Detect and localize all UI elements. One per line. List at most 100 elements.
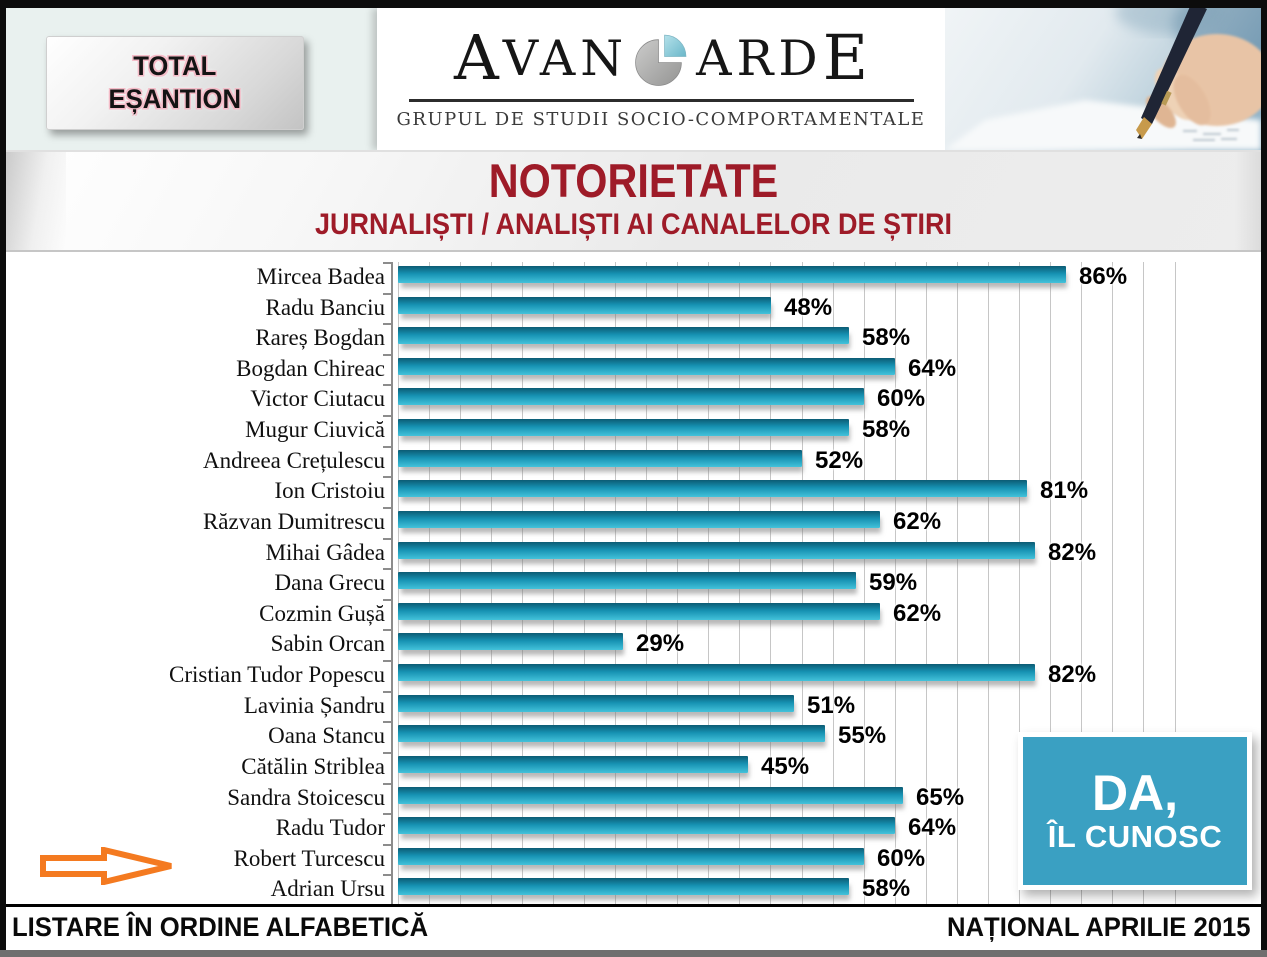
- chart-gridline: [1112, 262, 1114, 905]
- chart-gridline: [1174, 262, 1176, 905]
- axis-tick: [383, 843, 391, 846]
- total-sample-badge: TOTAL EȘANTION: [46, 36, 304, 130]
- category-label: Mihai Gâdea: [265, 539, 385, 565]
- bar: [398, 449, 802, 467]
- chart-gridline: [956, 262, 958, 905]
- frame-border-right: [1261, 0, 1267, 957]
- category-label: Andreea Crețulescu: [202, 447, 385, 473]
- value-label: 62%: [893, 507, 942, 535]
- category-label: Sandra Stoicescu: [227, 784, 385, 810]
- category-label: Cătălin Striblea: [241, 753, 385, 779]
- avangarde-logo: A VAN ARD E: [377, 26, 945, 90]
- axis-tick: [383, 782, 391, 785]
- footer-note-left: LISTARE ÎN ORDINE ALFABETICĂ: [12, 912, 429, 942]
- title-band: NOTORIETATE JURNALIȘTI / ANALIȘTI AI CAN…: [6, 150, 1261, 252]
- category-label: Cristian Tudor Popescu: [169, 662, 385, 688]
- value-label: 48%: [784, 293, 833, 321]
- bar: [398, 755, 748, 773]
- value-label: 62%: [893, 599, 942, 627]
- writing-hand-illustration: [945, 8, 1261, 150]
- writing-hand-photo: [945, 8, 1261, 150]
- logo-letters: ARD: [696, 29, 823, 87]
- bar: [398, 725, 825, 743]
- category-label: Răzvan Dumitrescu: [202, 508, 385, 534]
- value-label: 65%: [916, 783, 965, 811]
- axis-tick: [383, 476, 391, 479]
- bar: [398, 510, 880, 528]
- category-label: Cozmin Gușă: [259, 600, 385, 626]
- axis-tick: [383, 874, 391, 877]
- bar: [398, 786, 903, 804]
- category-label: Ion Cristoiu: [274, 478, 385, 504]
- axis-tick: [383, 660, 391, 663]
- pie-chart-logo-icon: [635, 34, 687, 86]
- category-label: Mircea Badea: [256, 264, 385, 289]
- category-label: Mugur Ciuvică: [245, 417, 385, 443]
- bar-chart: DA, ÎL CUNOSC Mircea Badea 86% Radu Banciu…: [0, 252, 1267, 908]
- logo-letter: A: [454, 21, 499, 94]
- category-label: Bogdan Chireac: [236, 355, 385, 381]
- axis-tick: [383, 568, 391, 571]
- chart-gridline: [988, 262, 990, 905]
- chart-gridline: [1143, 262, 1145, 905]
- value-label: 81%: [1040, 477, 1089, 505]
- chart-subtitle: JURNALIȘTI / ANALIȘTI AI CANALELOR DE ȘT…: [314, 208, 953, 242]
- bar: [398, 296, 771, 314]
- category-axis-line: [391, 262, 393, 906]
- value-label: 58%: [862, 875, 911, 903]
- axis-tick: [383, 537, 391, 540]
- frame-border-left: [0, 0, 6, 957]
- value-label: 60%: [877, 385, 926, 413]
- axis-tick: [383, 415, 391, 418]
- value-label: 64%: [908, 814, 957, 842]
- category-label: Lavinia Șandru: [243, 692, 385, 718]
- chart-gridline: [863, 262, 865, 905]
- axis-tick: [383, 384, 391, 387]
- footer: LISTARE ÎN ORDINE ALFABETICĂ NAȚIONAL AP…: [6, 904, 1261, 950]
- da-il-cunosc-annotation-box: DA, ÎL CUNOSC: [1018, 732, 1252, 890]
- axis-tick: [383, 323, 391, 326]
- category-label: Victor Ciutacu: [250, 386, 385, 412]
- frame-border-top: [0, 0, 1267, 8]
- axis-tick: [383, 721, 391, 724]
- chart-gridline: [1019, 262, 1021, 905]
- avangarde-logo-panel: A VAN ARD E: [377, 8, 945, 150]
- value-label: 45%: [761, 752, 810, 780]
- value-label: 58%: [862, 416, 911, 444]
- annotation-line-2: ÎL CUNOSC: [1047, 819, 1223, 855]
- bar: [398, 388, 864, 406]
- bottom-strip: [0, 950, 1267, 957]
- value-label: 55%: [838, 722, 887, 750]
- axis-tick: [383, 445, 391, 448]
- chart-gridline: [1050, 262, 1052, 905]
- header: TOTAL EȘANTION A VAN: [6, 8, 1261, 150]
- axis-tick: [383, 690, 391, 693]
- axis-tick: [383, 598, 391, 601]
- chart-gridline: [925, 262, 927, 905]
- value-label: 60%: [877, 844, 926, 872]
- bar: [398, 419, 849, 437]
- value-label: 59%: [869, 569, 918, 597]
- bar: [398, 847, 864, 865]
- axis-tick: [383, 353, 391, 356]
- value-label: 58%: [862, 324, 911, 352]
- bar: [398, 266, 1066, 283]
- footer-note-right: NAȚIONAL APRILIE 2015: [947, 912, 1251, 942]
- value-label: 82%: [1048, 538, 1097, 566]
- logo-letters: VAN: [502, 29, 629, 87]
- logo-tagline: GRUPUL DE STUDII SOCIO-COMPORTAMENTALE: [396, 109, 926, 130]
- bar: [398, 602, 880, 620]
- value-label: 51%: [807, 691, 856, 719]
- category-label: Dana Grecu: [274, 570, 385, 596]
- bar: [398, 480, 1027, 498]
- axis-tick: [383, 506, 391, 509]
- badge-line-1: TOTAL: [133, 51, 217, 82]
- bar: [398, 541, 1035, 559]
- bar: [398, 664, 1035, 682]
- value-label: 82%: [1048, 661, 1097, 689]
- category-label: Adrian Ursu: [270, 876, 385, 902]
- value-label: 52%: [815, 446, 864, 474]
- bar: [398, 633, 623, 651]
- chart-title: NOTORIETATE: [488, 154, 779, 207]
